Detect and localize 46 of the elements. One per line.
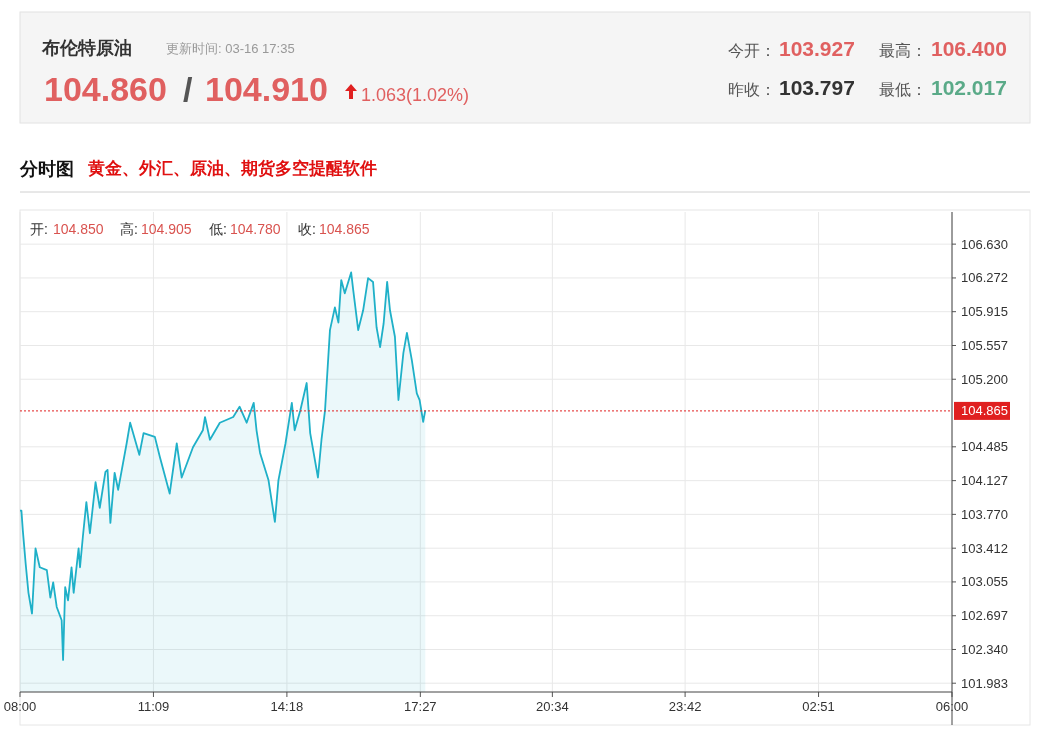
y-tick-label: 105.557 [961, 338, 1008, 354]
y-tick-label: 106.272 [961, 270, 1008, 286]
y-tick-label: 105.200 [961, 371, 1008, 387]
text: 黄金、外汇、原油、期货多空提醒软件 [87, 159, 377, 178]
annotation: 开: [30, 221, 48, 237]
text: / [183, 70, 193, 108]
text: 103.927 [779, 37, 855, 60]
y-tick-label: 101.983 [961, 675, 1008, 691]
y-tick-label: 104.127 [961, 473, 1008, 489]
y-tick-label: 103.770 [961, 506, 1008, 522]
y-tick-label: 106.630 [961, 236, 1008, 252]
y-tick-label: 103.412 [961, 540, 1008, 556]
text: 分时图 [19, 159, 74, 179]
text: 104.910 [205, 70, 328, 108]
y-tick-label: 105.915 [961, 304, 1008, 320]
text: 最高： [879, 42, 927, 59]
x-tick-label: 14:18 [270, 699, 304, 714]
annotation: 低: [209, 221, 227, 237]
annotation: 104.850 [53, 221, 104, 237]
chart-subtitle: 更新时间: 03-16 17:35 [166, 41, 295, 56]
x-tick-label: 20:34 [536, 699, 569, 714]
annotation: 收: [298, 221, 316, 237]
text: 今开： [728, 42, 776, 59]
text: 104.860 [44, 70, 167, 108]
y-tick-label: 103.055 [961, 574, 1008, 590]
x-tick-label: 08:00 [3, 699, 37, 714]
y-tick-label: 102.340 [961, 641, 1008, 657]
annotation: 104.905 [141, 221, 192, 237]
y-tick-label: 102.697 [961, 608, 1008, 624]
x-tick-label: 11:09 [137, 699, 170, 714]
text: 106.400 [931, 37, 1007, 60]
ref-line-label: 104.865 [961, 403, 1008, 419]
x-tick-label: 06:00 [935, 699, 969, 714]
x-tick-label: 02:51 [802, 699, 835, 714]
text: 103.797 [779, 76, 855, 99]
annotation: 104.780 [230, 221, 281, 237]
annotation: 104.865 [319, 221, 370, 237]
y-tick-label: 104.485 [961, 439, 1008, 455]
text: 最低： [879, 81, 927, 98]
chart-title: 布伦特原油 [41, 38, 132, 58]
text: 102.017 [931, 76, 1007, 99]
x-tick-label: 17:27 [404, 699, 437, 714]
text: 昨收： [728, 81, 776, 98]
annotation: 高: [120, 221, 138, 237]
x-tick-label: 23:42 [668, 699, 702, 714]
text: 1.063(1.02%) [361, 85, 470, 105]
